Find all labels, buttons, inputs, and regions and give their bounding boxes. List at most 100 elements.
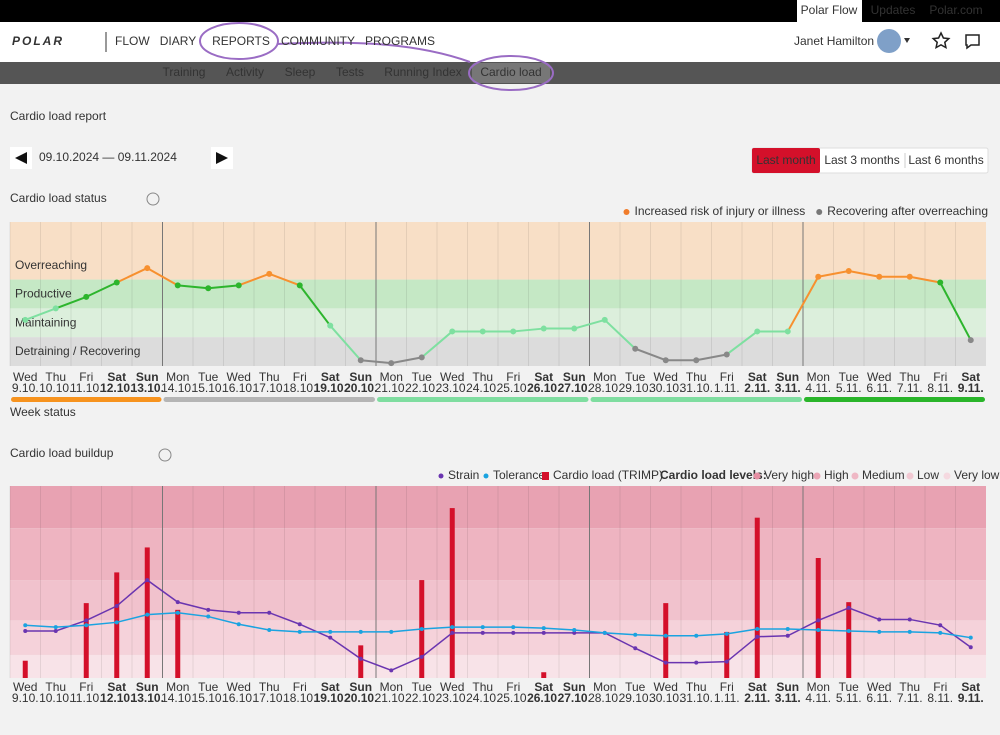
series-point [420,627,424,631]
top-tab[interactable]: Polar.com [929,3,982,17]
date-label: 4.11. [805,381,831,395]
date-label: 4.11. [805,691,831,705]
date-label: 29.10. [619,691,652,705]
status-point [297,282,303,288]
legend-label: Tolerance [493,468,545,482]
subnav-item[interactable]: Sleep [285,65,316,79]
legend-dot [754,473,761,480]
date-label: 9.10. [12,381,39,395]
date-label: 18.10. [283,691,316,705]
user-name[interactable]: Janet Hamilton [794,34,874,48]
week-status-bar [164,397,376,402]
series-point [908,630,912,634]
date-label: 2.11. [744,691,770,705]
date-label: 20.10. [344,381,377,395]
series-point [23,629,27,633]
series-point [694,661,698,665]
range-button[interactable]: Last 6 months [908,153,983,167]
trimp-bar [755,518,760,678]
date-label: 8.11. [927,691,953,705]
series-point [969,636,973,640]
date-label: 23.10. [436,381,469,395]
status-point [205,285,211,291]
series-point [572,628,576,632]
date-label: 26.10. [527,381,560,395]
date-label: 30.10. [649,691,682,705]
date-label: 9.11. [958,381,984,395]
date-label: 23.10. [436,691,469,705]
legend-dot [624,209,630,215]
date-label: 21.10. [375,381,408,395]
status-point [53,305,59,311]
status-point [83,294,89,300]
status-point [632,346,638,352]
series-point [84,623,88,627]
subnav-item[interactable]: Tests [336,65,364,79]
date-label: 9.10. [12,691,39,705]
date-label: 3.11. [775,381,801,395]
subnav-item[interactable]: Activity [226,65,264,79]
date-label: 1.11. [714,381,740,395]
series-point [542,626,546,630]
series-point [877,630,881,634]
week-status-bar [591,397,803,402]
top-tab[interactable]: Updates [871,3,916,17]
date-label: 9.11. [958,691,984,705]
legend-dot [852,473,859,480]
series-point [450,625,454,629]
series-point [237,622,241,626]
legend-dot [814,473,821,480]
range-button[interactable]: Last 3 months [824,153,899,167]
series-point [633,646,637,650]
subnav-item[interactable]: Training [163,65,206,79]
date-label: 18.10. [283,381,316,395]
week-status-label: Week status [10,405,76,419]
legend-label: High [824,468,849,482]
series-point [23,623,27,627]
product: FLOW [115,34,150,48]
legend-label: Cardio load (TRIMP) [553,468,663,482]
trimp-bar [816,558,821,678]
series-point [603,631,607,635]
trimp-bar [175,610,180,678]
legend-label: Low [917,468,939,482]
series-point [481,625,485,629]
date-label: 16.10. [222,691,255,705]
series-point [359,630,363,634]
subnav-item[interactable]: Running Index [384,65,461,79]
date-label: 30.10. [649,381,682,395]
trimp-bar [541,672,546,678]
nav-item[interactable]: COMMUNITY [281,34,355,48]
legend-label: Very low [954,468,1000,482]
range-button[interactable]: Last month [756,153,815,167]
footer-space [0,706,1000,735]
nav-item[interactable]: PROGRAMS [365,34,435,48]
nav-item[interactable]: REPORTS [212,34,270,48]
series-point [267,628,271,632]
series-point [877,617,881,621]
status-point [937,279,943,285]
date-label: 24.10. [466,381,499,395]
nav-item[interactable]: DIARY [160,34,196,48]
week-status-bar [804,397,985,402]
status-point [724,351,730,357]
subnav-item[interactable]: Cardio load [480,65,541,79]
status-point [358,357,364,363]
levels-label: Cardio load levels: [660,468,767,482]
top-tab[interactable]: Polar Flow [801,3,858,17]
series-point [267,611,271,615]
status-point [236,282,242,288]
date-label: 5.11. [836,691,862,705]
series-point [389,630,393,634]
date-label: 27.10. [558,691,591,705]
avatar[interactable] [877,29,901,53]
series-point [145,578,149,582]
status-point [693,357,699,363]
legend-label: Very high [764,468,814,482]
legend-dot [944,473,951,480]
logo: POLAR [12,34,64,48]
date-label: 11.10. [70,381,102,395]
date-label: 28.10. [588,381,621,395]
date-label: 15.10. [192,381,225,395]
trimp-bar [23,661,28,678]
